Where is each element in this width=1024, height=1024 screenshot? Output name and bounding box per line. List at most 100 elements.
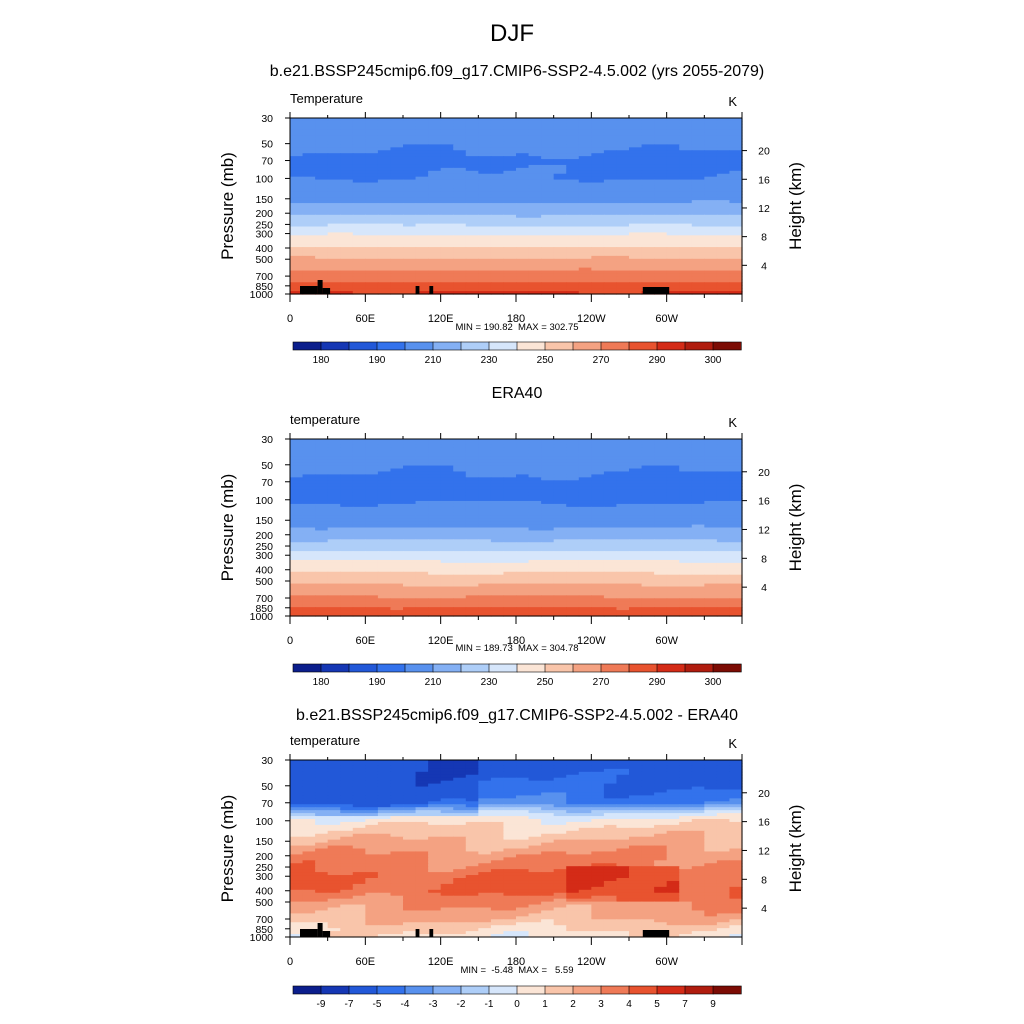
contour-cell xyxy=(365,795,379,799)
contour-cell xyxy=(629,159,643,163)
contour-cell xyxy=(679,194,693,198)
y2-axis-title: Height (km) xyxy=(786,484,805,572)
contour-cell xyxy=(729,503,743,508)
contour-cell xyxy=(666,765,680,770)
contour-cell xyxy=(403,580,417,585)
contour-cell xyxy=(616,586,630,591)
contour-cell xyxy=(641,483,655,487)
contour-cell xyxy=(641,545,655,549)
contour-cell xyxy=(340,595,354,599)
contour-cell xyxy=(516,252,530,257)
contour-cell xyxy=(302,279,316,283)
contour-cell xyxy=(516,542,530,546)
contour-cell xyxy=(377,214,392,219)
contour-cell xyxy=(352,173,366,178)
contour-cell xyxy=(541,164,555,169)
contour-cell xyxy=(365,273,379,277)
contour-cell xyxy=(716,247,731,251)
contour-cell xyxy=(390,589,404,593)
contour-cell xyxy=(603,465,618,470)
contour-cell xyxy=(528,226,542,231)
contour-cell xyxy=(516,777,530,782)
contour-cell xyxy=(691,164,705,169)
contour-cell xyxy=(591,583,605,588)
contour-cell xyxy=(290,568,304,573)
contour-cell xyxy=(302,521,316,526)
contour-cell xyxy=(503,200,517,204)
contour-cell xyxy=(716,768,731,773)
contour-cell xyxy=(440,789,454,794)
contour-cell xyxy=(290,439,304,443)
contour-cell xyxy=(390,512,404,517)
contour-cell xyxy=(478,279,492,283)
contour-cell xyxy=(478,258,492,263)
contour-cell xyxy=(578,506,592,511)
contour-cell xyxy=(641,232,655,236)
contour-cell xyxy=(315,524,329,529)
contour-cell xyxy=(415,255,429,260)
contour-cell xyxy=(541,261,555,266)
contour-cell xyxy=(603,795,618,799)
contour-cell xyxy=(603,601,618,605)
contour-cell xyxy=(315,536,329,540)
contour-cell xyxy=(629,498,643,502)
contour-cell xyxy=(490,264,505,269)
contour-cell xyxy=(352,164,366,169)
contour-cell xyxy=(440,214,454,219)
contour-cell xyxy=(302,477,316,481)
contour-cell xyxy=(377,465,392,470)
contour-cell xyxy=(629,586,643,591)
contour-cell xyxy=(478,589,492,593)
contour-cell xyxy=(290,571,304,576)
contour-cell xyxy=(516,291,530,295)
contour-cell xyxy=(490,521,505,526)
contour-cell xyxy=(440,601,454,605)
contour-cell xyxy=(365,568,379,573)
contour-cell xyxy=(315,232,329,236)
contour-cell xyxy=(453,185,467,189)
contour-cell xyxy=(365,447,379,452)
contour-cell xyxy=(302,545,316,549)
contour-cell xyxy=(428,147,442,151)
contour-cell xyxy=(465,185,479,189)
contour-cell xyxy=(340,141,354,145)
contour-cell xyxy=(528,524,542,529)
contour-cell xyxy=(340,150,354,154)
contour-cell xyxy=(415,503,429,508)
contour-cell xyxy=(654,211,668,216)
contour-cell xyxy=(390,447,404,452)
contour-cell xyxy=(315,123,329,128)
contour-cell xyxy=(352,255,366,260)
contour-cell xyxy=(666,270,680,275)
contour-cell xyxy=(691,132,705,137)
contour-cell xyxy=(453,509,467,514)
contour-cell xyxy=(528,795,542,799)
contour-cell xyxy=(616,768,630,773)
contour-cell xyxy=(603,557,618,561)
colorbar-swatch xyxy=(404,663,434,673)
y2-tick-label: 12 xyxy=(758,203,770,215)
contour-cell xyxy=(290,188,304,192)
contour-cell xyxy=(352,444,366,449)
contour-cell xyxy=(729,203,743,207)
contour-cell xyxy=(440,285,454,289)
contour-cell xyxy=(616,223,630,228)
contour-cell xyxy=(679,565,693,570)
contour-cell xyxy=(591,173,605,178)
contour-cell xyxy=(591,282,605,286)
contour-cell xyxy=(503,279,517,283)
contour-cell xyxy=(654,795,668,799)
contour-cell xyxy=(478,156,492,160)
contour-cell xyxy=(503,613,517,617)
contour-cell xyxy=(729,229,743,233)
contour-cell xyxy=(591,126,605,131)
contour-cell xyxy=(302,604,316,608)
contour-cell xyxy=(629,509,643,514)
contour-cell xyxy=(516,179,530,184)
contour-cell xyxy=(578,500,592,505)
contour-cell xyxy=(729,232,743,236)
contour-cell xyxy=(591,486,605,490)
contour-cell xyxy=(528,235,542,239)
contour-cell xyxy=(453,450,467,455)
colorbar-label: 190 xyxy=(369,355,386,366)
